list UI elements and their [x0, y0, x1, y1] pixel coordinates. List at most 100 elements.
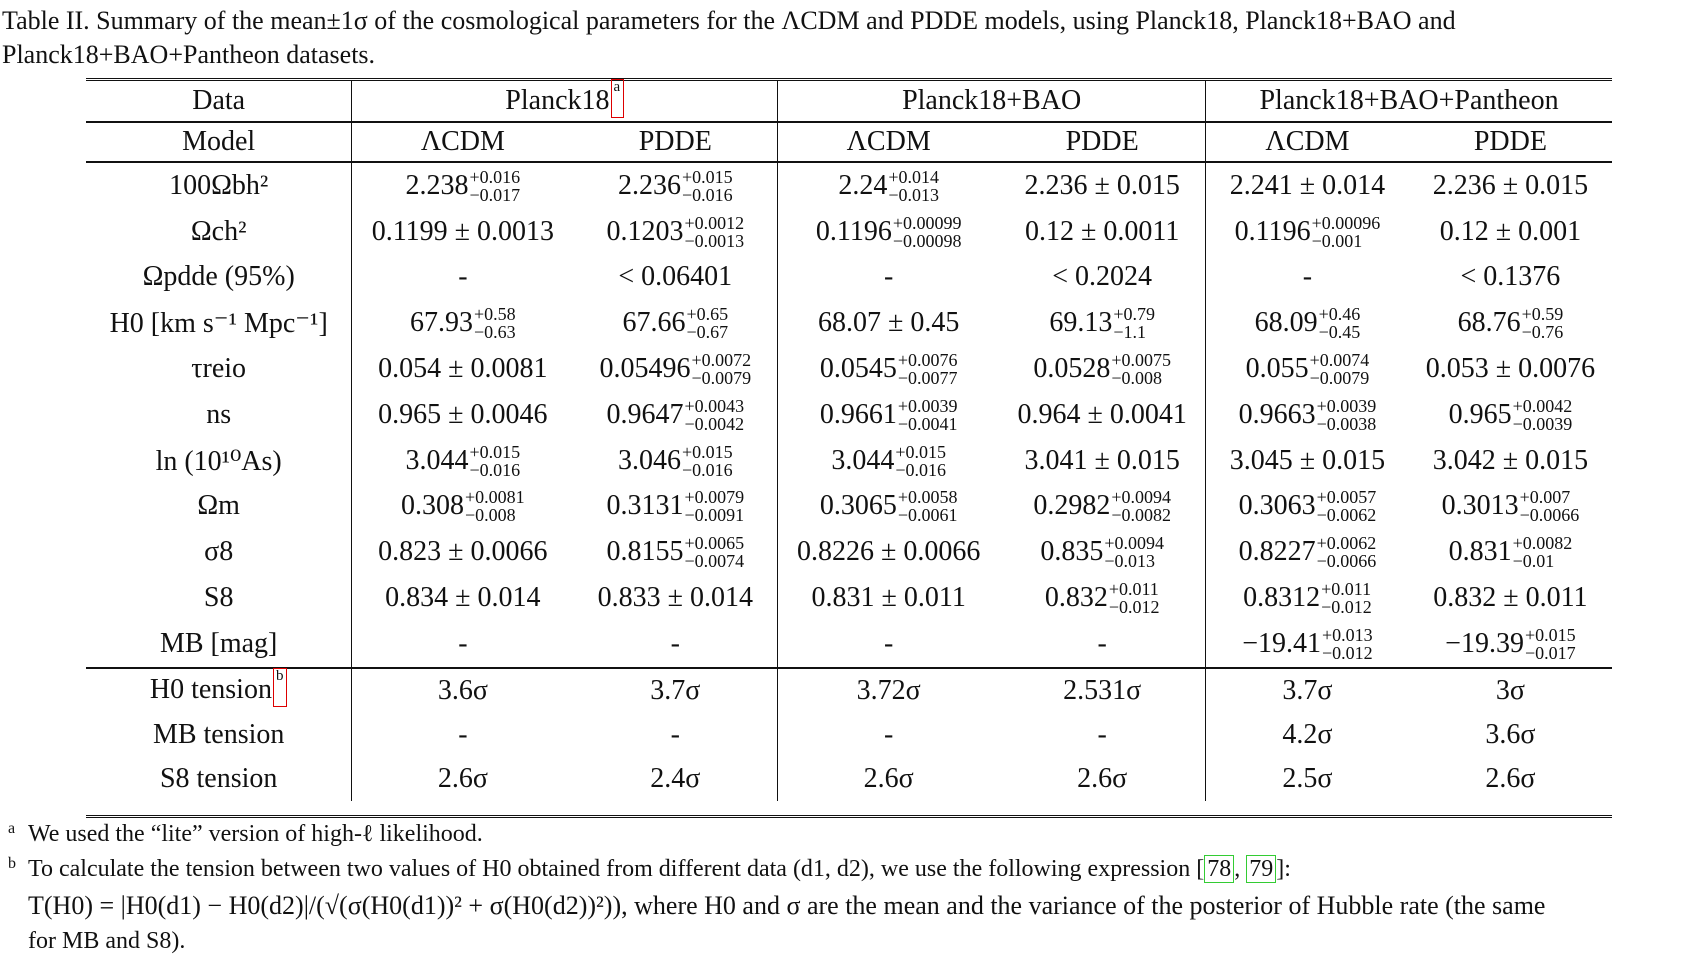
row-label: Ωch² [190, 215, 247, 247]
tension-value: 3.72σ [777, 666, 1000, 713]
table-cell: 3.044 +0.015 −0.016 [777, 437, 1000, 484]
table-cell: 0.308 +0.0081 −0.008 [351, 483, 574, 530]
table-cell: 0.05496 +0.0072 −0.0079 [573, 346, 777, 392]
table-cell: 0.965 +0.0042 −0.0039 [1409, 392, 1612, 438]
citation-link[interactable]: 79 [1246, 855, 1277, 883]
table-row: Ωpdde (95%) - < 0.06401 - < 0.2024 - < 0.1376 [86, 254, 1612, 301]
value-lower-error: −0.0062 [1316, 505, 1377, 526]
citation-link[interactable]: 78 [1204, 855, 1235, 883]
table-cell: 68.07 ± 0.45 [777, 300, 1000, 347]
value-lower-error: −0.0079 [691, 368, 752, 389]
value-lower-error: −0.016 [895, 459, 946, 480]
value-upper-error: +0.0072 [691, 350, 752, 371]
table-cell: 0.12 ± 0.0011 [999, 209, 1205, 255]
footnote-b-mark: b [8, 855, 16, 872]
table-cell: 68.76 +0.59 −0.76 [1409, 300, 1612, 346]
value-lower-error: −0.012 [1322, 642, 1373, 663]
table-cell: 3.044 +0.015 −0.016 [351, 437, 574, 484]
tension-value: 2.6σ [1485, 762, 1536, 794]
value-mean: 0.2982 [1033, 490, 1111, 522]
value-text: - [884, 261, 894, 293]
table-cell: 0.055 +0.0074 −0.0079 [1205, 346, 1409, 392]
value-mean: 0.8227 [1238, 536, 1316, 568]
tension-value: 2.4σ [650, 762, 701, 794]
value-upper-error: +0.59 [1521, 304, 1564, 325]
value-upper-error: +0.00096 [1311, 212, 1381, 233]
model-header-pdde: PDDE [999, 122, 1206, 163]
tension-value: 4.2σ [1205, 712, 1409, 757]
tension-row: H0 tension b 3.6σ 3.7σ 3.72σ 2.531σ 3.7σ 3σ [86, 666, 1612, 713]
model-header-lcdm: ΛCDM [1205, 122, 1409, 163]
table-cell: - [573, 621, 777, 668]
value-lower-error: −0.008 [465, 505, 516, 526]
footnote-b: b To calculate the tension between two v… [8, 853, 1698, 888]
value-text: 0.054 ± 0.0081 [378, 353, 548, 385]
value-text: 68.07 ± 0.45 [817, 307, 960, 339]
table-cell: 0.3013 +0.007 −0.0066 [1409, 484, 1612, 530]
model-header-row: Model ΛCDM PDDE ΛCDM PDDE ΛCDM PDDE [86, 122, 1612, 163]
value-upper-error: +0.58 [474, 304, 516, 325]
row-label: 100Ωbh² [169, 169, 269, 201]
value-mean: −19.41 [1242, 627, 1322, 659]
table-row: Ωm 0.308 +0.0081 −0.008 0.3131 +0.0079 −0.0091… [86, 483, 1612, 530]
value-upper-error: +0.0058 [897, 487, 958, 508]
value-upper-error: +0.0094 [1111, 487, 1171, 508]
value-mean: 69.13 [1049, 307, 1113, 339]
model-header-pdde: PDDE [573, 122, 778, 163]
table-cell: 67.93 +0.58 −0.63 [351, 300, 574, 347]
footnote-mark-a[interactable]: a [610, 78, 625, 118]
table-cell: - [351, 254, 574, 301]
tension-value: 2.5σ [1205, 756, 1409, 801]
value-upper-error: +0.0039 [1316, 395, 1377, 416]
value-lower-error: −0.67 [686, 322, 729, 343]
dataset-header-planck18-bao-pantheon: Planck18+BAO+Pantheon [1205, 79, 1612, 123]
value-mean: 0.8312 [1243, 582, 1321, 614]
value-text: < 0.1376 [1460, 261, 1561, 293]
value-text: - [1097, 627, 1107, 659]
tension-value: 3.7σ [1205, 666, 1409, 713]
footnote-a-text: We used the “lite” version of high-ℓ lik… [28, 821, 483, 847]
table-cell: 0.8227 +0.0062 −0.0066 [1205, 529, 1409, 576]
value-lower-error: −0.63 [474, 322, 516, 343]
table-cell: 0.964 ± 0.0041 [999, 392, 1205, 438]
value-upper-error: +0.015 [681, 441, 733, 462]
footnote-b-text: To calculate the tension between two val… [28, 856, 1191, 882]
value-mean: 0.3013 [1441, 490, 1519, 522]
value-text: 3.041 ± 0.015 [1024, 444, 1180, 476]
row-label: MB [mag] [159, 627, 278, 659]
row-label: Ωpdde (95%) [142, 261, 295, 293]
row-label: Ωm [197, 490, 240, 522]
value-mean: 68.09 [1254, 307, 1318, 339]
table-cell: 0.823 ± 0.0066 [351, 529, 574, 576]
row-label: τreio [191, 353, 247, 385]
value-lower-error: −1.1 [1113, 322, 1146, 343]
value-upper-error: +0.015 [681, 166, 733, 187]
value-upper-error: +0.46 [1318, 304, 1361, 325]
footnote-mark-b[interactable]: b [272, 668, 288, 708]
table-cell: 0.3063 +0.0057 −0.0062 [1205, 483, 1409, 530]
value-mean: 0.055 [1245, 353, 1309, 385]
value-mean: 3.046 [617, 444, 681, 476]
tension-label: MB tension [152, 718, 285, 750]
tension-value: - [777, 712, 1000, 757]
value-lower-error: −0.0074 [684, 551, 745, 572]
value-upper-error: +0.0065 [684, 533, 745, 554]
value-text: 0.053 ± 0.0076 [1425, 353, 1596, 385]
table-cell: 0.3065 +0.0058 −0.0061 [777, 483, 1000, 530]
value-mean: 0.05496 [599, 353, 691, 385]
tension-value: - [670, 718, 680, 750]
tension-label: H0 tension b [86, 666, 352, 713]
table-cell: 0.9647 +0.0043 −0.0042 [573, 392, 777, 438]
table-cell: 0.9661 +0.0039 −0.0041 [777, 391, 1000, 438]
tension-row: S8 tension 2.6σ 2.4σ 2.6σ 2.6σ 2.5σ 2.6σ [86, 756, 1612, 801]
value-lower-error: −0.016 [681, 184, 733, 205]
table-cell: −19.39 +0.015 −0.017 [1409, 621, 1612, 668]
table-cell: 0.1203 +0.0012 −0.0013 [573, 209, 777, 255]
value-lower-error: −0.0091 [684, 505, 745, 526]
value-mean: 67.93 [410, 307, 474, 339]
table-row: ns 0.965 ± 0.0046 0.9647 +0.0043 −0.0042 0.96… [86, 391, 1612, 438]
model-header-label: Model [86, 122, 352, 163]
table-cell: 2.238 +0.016 −0.017 [351, 162, 574, 209]
table-row: MB [mag] - - - - −19.41 +0.013 −0.012 −19.39 +0.0… [86, 620, 1612, 668]
table-cell: 2.24 +0.014 −0.013 [777, 162, 1000, 209]
